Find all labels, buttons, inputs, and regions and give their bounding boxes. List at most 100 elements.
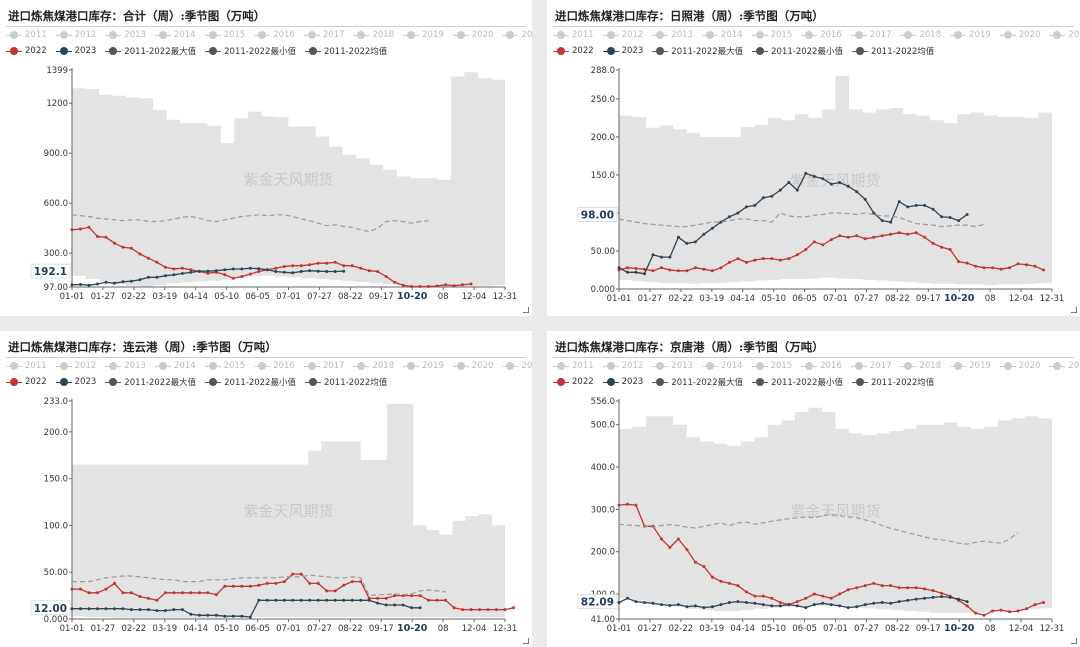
legend-item-2015[interactable]: 2015 <box>751 361 792 371</box>
legend-item-2018[interactable]: 2018 <box>353 361 394 371</box>
legend-series[interactable]: 2022 2023 2011-2022最大值 2011-2022最小值 2011-202… <box>553 376 943 388</box>
data-point-2022 <box>282 580 286 584</box>
legend-item-2013[interactable]: 2013 <box>105 30 146 40</box>
data-point-2022 <box>1025 607 1028 611</box>
legend-item-2011-2022均值[interactable]: 2011-2022均值 <box>304 45 387 57</box>
legend-series[interactable]: 2022 2023 2011-2022最大值 2011-2022最小值 2011-202… <box>6 45 396 57</box>
legend-item-2016[interactable]: 2016 <box>254 30 295 40</box>
legend-item-2011-2022最小值[interactable]: 2011-2022最小值 <box>205 45 296 57</box>
legend-item-2020[interactable]: 2020 <box>999 361 1040 371</box>
legend-item-2014[interactable]: 2014 <box>701 30 743 40</box>
legend-item-2022[interactable]: 2022 <box>553 46 594 56</box>
legend-item-2016[interactable]: 2016 <box>801 30 842 40</box>
legend-item-2020[interactable]: 2020 <box>999 30 1040 40</box>
legend-years[interactable]: 2011 2012 2013 2014 2015 2016 2017 2018 2019 2020… <box>553 30 1080 40</box>
legend-item-2023[interactable]: 2023 <box>602 46 643 56</box>
data-point-2023 <box>299 270 303 273</box>
legend-item-2023[interactable]: 2023 <box>55 377 96 387</box>
legend-item-2012[interactable]: 2012 <box>55 361 96 371</box>
legend-item-2022[interactable]: 2022 <box>553 377 594 387</box>
data-point-2022 <box>897 586 901 590</box>
data-point-2023 <box>736 211 740 215</box>
legend-item-2013[interactable]: 2013 <box>105 361 146 371</box>
legend-item-2021[interactable]: 2021 <box>1049 30 1080 40</box>
legend-label: 2021 <box>1068 361 1080 371</box>
legend-item-2023[interactable]: 2023 <box>55 46 96 56</box>
legend-item-2012[interactable]: 2012 <box>602 361 643 371</box>
resize-handle-icon[interactable] <box>523 638 529 644</box>
legend-item-2017[interactable]: 2017 <box>303 361 344 371</box>
x-tick-label: 08 <box>438 624 449 634</box>
legend-item-2021[interactable]: 2021 <box>1049 361 1080 371</box>
x-tick-label: 08 <box>985 624 996 634</box>
legend-item-2012[interactable]: 2012 <box>602 30 643 40</box>
legend-item-2022[interactable]: 2022 <box>6 377 47 387</box>
legend-item-2011-2022最大值[interactable]: 2011-2022最大值 <box>105 45 196 57</box>
legend-item-2011-2022最小值[interactable]: 2011-2022最小值 <box>205 376 296 388</box>
legend-item-2011[interactable]: 2011 <box>6 30 47 40</box>
legend-item-2011-2022均值[interactable]: 2011-2022均值 <box>851 376 934 388</box>
legend-item-2013[interactable]: 2013 <box>652 361 693 371</box>
legend-item-2022[interactable]: 2022 <box>6 46 47 56</box>
legend-item-2013[interactable]: 2013 <box>652 30 693 40</box>
legend-series[interactable]: 2022 2023 2011-2022最大值 2011-2022最小值 2011-202… <box>6 376 396 388</box>
legend-item-2019[interactable]: 2019 <box>950 30 991 40</box>
legend-item-2011-2022均值[interactable]: 2011-2022均值 <box>304 376 387 388</box>
data-point-2022 <box>146 256 150 260</box>
legend-years[interactable]: 2011 2012 2013 2014 2015 2016 2017 2018 2019 2020… <box>553 361 1080 371</box>
legend-item-2011-2022最小值[interactable]: 2011-2022最小值 <box>752 45 843 57</box>
legend-item-2018[interactable]: 2018 <box>353 30 394 40</box>
legend-item-2021[interactable]: 2021 <box>502 30 532 40</box>
legend-item-2011-2022最大值[interactable]: 2011-2022最大值 <box>652 376 743 388</box>
data-point-2023 <box>812 603 816 607</box>
legend-years[interactable]: 2011 2012 2013 2014 2015 2016 2017 2018 2019 2020… <box>6 361 532 371</box>
legend-item-2015[interactable]: 2015 <box>204 361 245 371</box>
data-point-2023 <box>189 270 193 274</box>
legend-item-2016[interactable]: 2016 <box>801 361 842 371</box>
data-point-2022 <box>350 580 354 584</box>
legend-item-2016[interactable]: 2016 <box>254 361 295 371</box>
legend-item-2021[interactable]: 2021 <box>502 361 532 371</box>
legend-item-2018[interactable]: 2018 <box>900 361 941 371</box>
data-point-2022 <box>113 241 116 245</box>
legend-item-2011-2022最小值[interactable]: 2011-2022最小值 <box>752 376 843 388</box>
title-divider <box>6 357 526 358</box>
legend-item-2011[interactable]: 2011 <box>553 30 594 40</box>
legend-item-2015[interactable]: 2015 <box>204 30 245 40</box>
legend-marker-icon <box>502 362 519 370</box>
legend-item-2017[interactable]: 2017 <box>850 30 891 40</box>
legend-item-2014[interactable]: 2014 <box>154 30 196 40</box>
legend-item-2011-2022最大值[interactable]: 2011-2022最大值 <box>105 376 196 388</box>
resize-handle-icon[interactable] <box>523 307 529 313</box>
legend-item-2019[interactable]: 2019 <box>403 361 444 371</box>
legend-item-2011-2022最大值[interactable]: 2011-2022最大值 <box>652 45 743 57</box>
legend-item-2011[interactable]: 2011 <box>6 361 47 371</box>
y-tick-label: 250.0 <box>591 95 615 105</box>
legend-item-2014[interactable]: 2014 <box>154 361 196 371</box>
data-point-2022 <box>452 284 456 288</box>
legend-item-2018[interactable]: 2018 <box>900 30 941 40</box>
legend-item-2020[interactable]: 2020 <box>452 30 493 40</box>
legend-label: 2014 <box>720 361 743 371</box>
legend-item-2012[interactable]: 2012 <box>55 30 96 40</box>
resize-handle-icon[interactable] <box>1071 638 1077 644</box>
current-value-label: 12.00 <box>34 603 67 615</box>
legend-series[interactable]: 2022 2023 2011-2022最大值 2011-2022最小值 2011-202… <box>553 45 943 57</box>
x-tick-label: 02-22 <box>122 292 147 302</box>
legend-item-2014[interactable]: 2014 <box>701 361 743 371</box>
legend-marker-icon <box>403 362 420 370</box>
legend-item-2017[interactable]: 2017 <box>303 30 344 40</box>
data-point-2023 <box>804 606 808 610</box>
legend-years[interactable]: 2011 2012 2013 2014 2015 2016 2017 2018 2019 2020… <box>6 30 532 40</box>
legend-item-2019[interactable]: 2019 <box>950 361 991 371</box>
y-tick-label: 50.00 <box>591 247 615 257</box>
legend-item-2017[interactable]: 2017 <box>850 361 891 371</box>
data-point-2023 <box>719 220 723 224</box>
legend-item-2020[interactable]: 2020 <box>452 361 493 371</box>
legend-item-2015[interactable]: 2015 <box>751 30 792 40</box>
legend-item-2019[interactable]: 2019 <box>403 30 444 40</box>
resize-handle-icon[interactable] <box>1071 307 1077 313</box>
legend-item-2023[interactable]: 2023 <box>602 377 643 387</box>
legend-item-2011-2022均值[interactable]: 2011-2022均值 <box>851 45 934 57</box>
legend-item-2011[interactable]: 2011 <box>553 361 594 371</box>
